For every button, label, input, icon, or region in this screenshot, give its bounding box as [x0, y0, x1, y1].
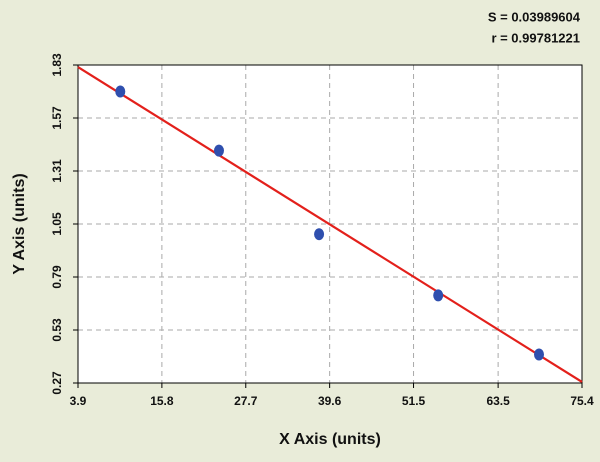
y-tick-label: 1.05	[50, 212, 64, 236]
y-tick-label: 1.57	[50, 106, 64, 130]
data-point	[115, 85, 126, 98]
x-axis-title: X Axis (units)	[279, 431, 381, 448]
data-point	[433, 289, 444, 302]
annotation: S = 0.03989604	[488, 9, 581, 24]
y-tick-label: 0.53	[50, 318, 64, 342]
y-tick-label: 1.83	[50, 53, 64, 77]
x-tick-label: 39.6	[318, 394, 342, 408]
x-tick-label: 15.8	[150, 394, 174, 408]
y-axis-title: Y Axis (units)	[11, 173, 28, 274]
fit-line	[77, 66, 583, 383]
x-tick-label: 75.4	[570, 394, 594, 408]
x-tick-label: 3.9	[70, 394, 87, 408]
x-tick-label: 63.5	[486, 394, 510, 408]
annotation: r = 0.99781221	[491, 30, 580, 45]
x-tick-label: 51.5	[402, 394, 426, 408]
y-tick-label: 0.27	[50, 371, 64, 395]
data-point	[534, 348, 545, 361]
y-tick-label: 1.31	[50, 159, 64, 183]
data-point	[314, 228, 325, 241]
x-tick-label: 27.7	[234, 394, 258, 408]
data-point	[213, 144, 224, 157]
y-tick-label: 0.79	[50, 265, 64, 289]
plot-border	[77, 64, 583, 384]
